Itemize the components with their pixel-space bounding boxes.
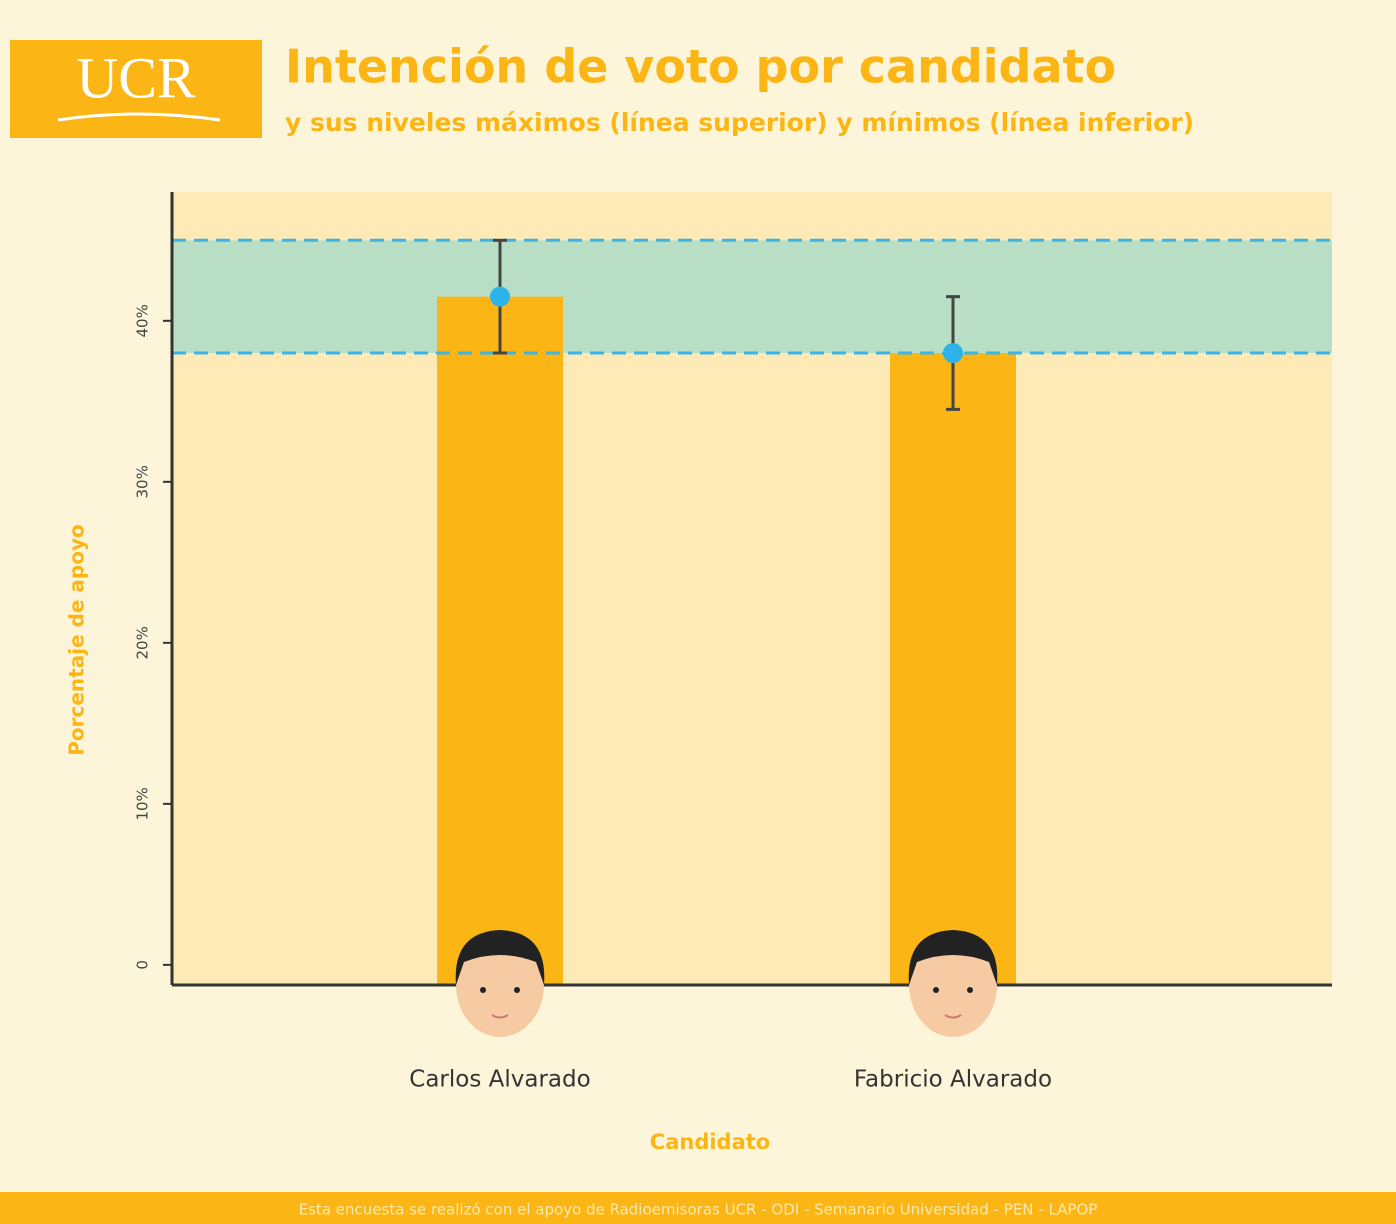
x-tick-label: Carlos Alvarado [409,1067,590,1093]
candidate-face [456,930,545,1037]
x-axis-label: Candidato [650,1130,770,1154]
face-eye [480,987,486,993]
logo: UCR [76,45,196,110]
chart-title: Intención de voto por candidato [285,40,1116,94]
chart: UCR Intención de voto por candidato y su… [0,0,1396,1224]
plot: 0 10% 20% 30% 40% Carlos Alvarado Fabricio Alv… [134,192,1333,1093]
footer-text: Esta encuesta se realizó con el apoyo de… [299,1201,1098,1219]
face-eye [933,987,939,993]
y-tick-label: 20% [134,626,152,659]
y-tick-label: 40% [134,304,152,337]
range-band [172,240,1332,353]
chart-subtitle: y sus niveles máximos (línea superior) y… [285,108,1194,137]
y-tick-label: 0 [134,960,152,970]
x-tick-label: Fabricio Alvarado [854,1067,1052,1093]
point [490,287,510,307]
point [943,343,963,363]
bar [890,353,1016,985]
y-axis-label: Porcentaje de apoyo [65,524,89,756]
y-tick-label: 30% [134,465,152,498]
candidate-face [909,930,998,1037]
face-eye [967,987,973,993]
face-eye [514,987,520,993]
page: {"header": {"logo": "UCR"}, "chart_data"… [0,0,1396,1224]
bar [437,297,563,985]
y-tick-label: 10% [134,787,152,820]
